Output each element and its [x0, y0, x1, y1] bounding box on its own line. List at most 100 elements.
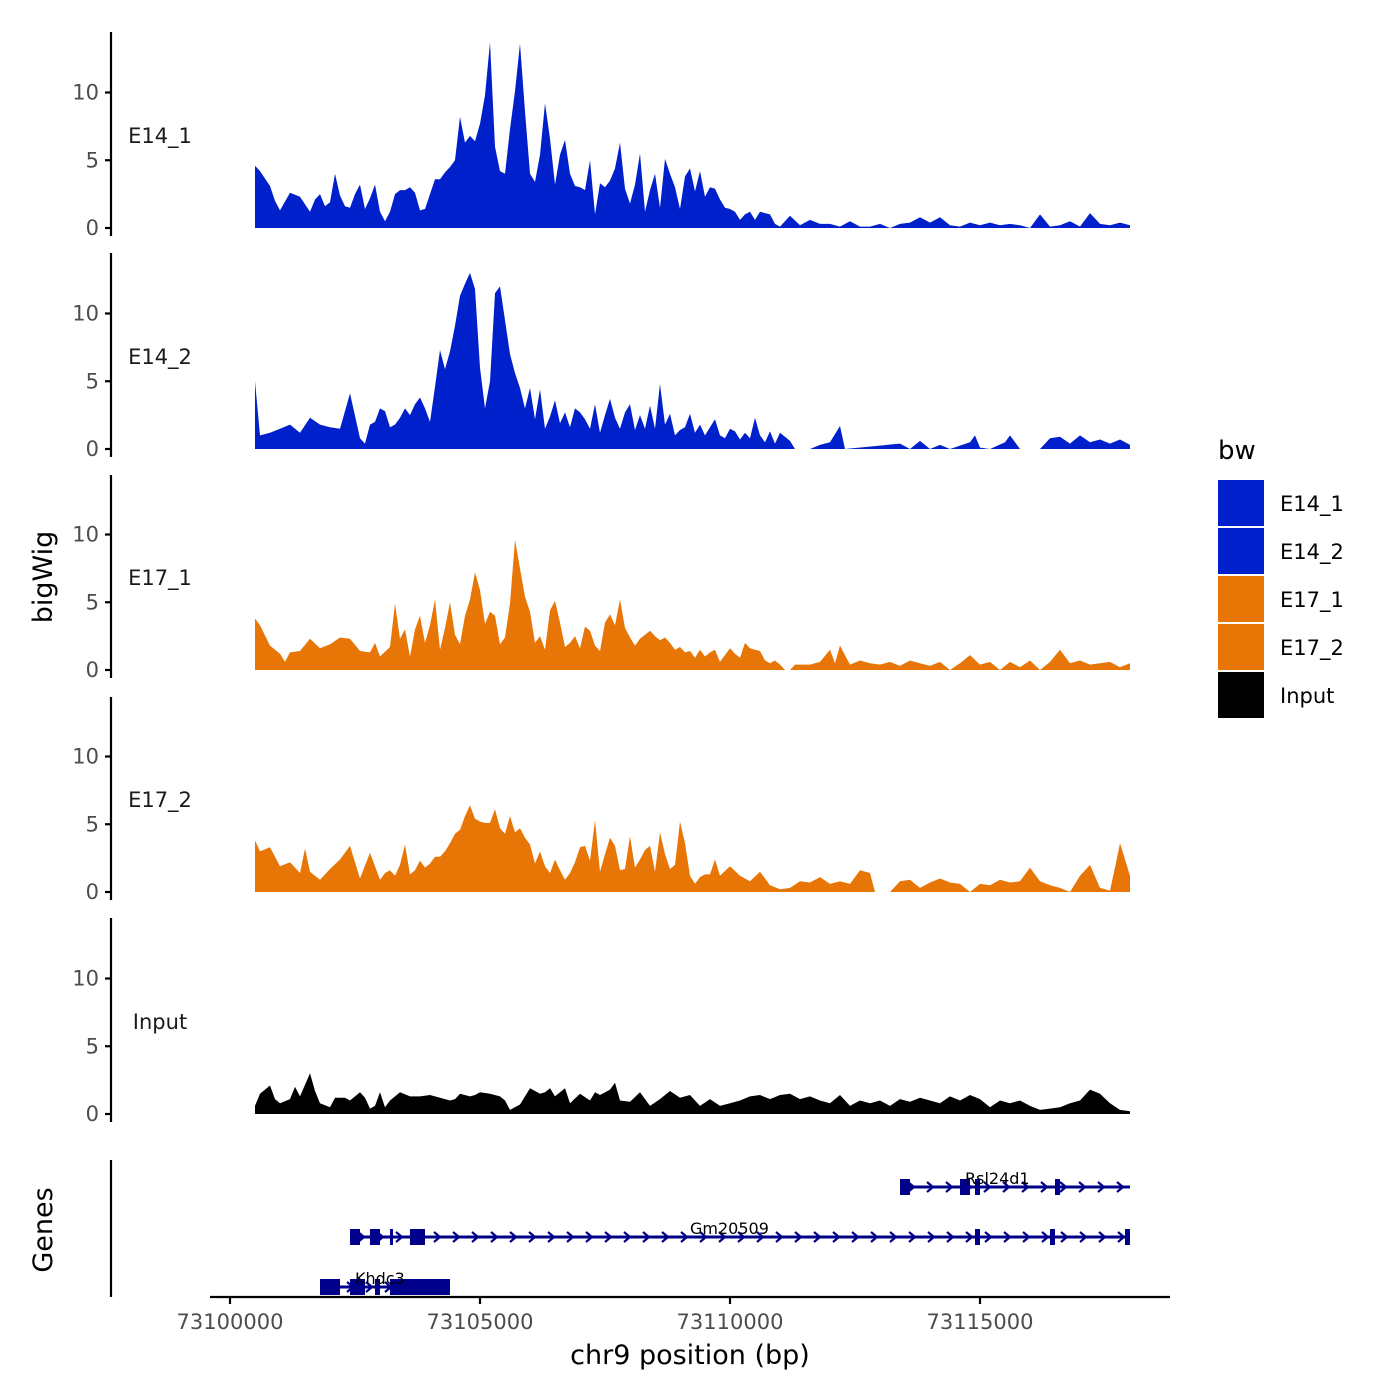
y-tick-label: 5 [86, 812, 99, 836]
strand-chevron [718, 1231, 727, 1243]
exon [390, 1279, 450, 1295]
legend-label: E17_1 [1280, 588, 1344, 613]
y-tick-label: 10 [72, 967, 99, 991]
gene-label: Rsl24d1 [965, 1169, 1030, 1188]
strand-chevron [813, 1231, 822, 1243]
legend-swatch [1218, 672, 1264, 718]
exon [375, 1279, 380, 1295]
strand-chevron [1022, 1231, 1031, 1243]
track-E17_2: 0 5 10 E17_2 [72, 697, 1130, 904]
strand-chevron [623, 1231, 632, 1243]
track-label-E14_2: E14_2 [128, 345, 192, 370]
exon [900, 1179, 910, 1195]
y-tick-label: 10 [72, 523, 99, 547]
track-label-E17_2: E17_2 [128, 788, 192, 813]
legend-item-Input: Input [1218, 672, 1334, 718]
y-tick-label: 0 [86, 216, 99, 240]
y-tick-label: 0 [86, 658, 99, 682]
y-tick-label: 5 [86, 590, 99, 614]
x-tick-label: 73100000 [177, 1310, 284, 1334]
legend-entries: E14_1 E14_2 E17_1 E17_2 Input [1218, 480, 1344, 718]
strand-chevron [452, 1231, 461, 1243]
strand-chevron [566, 1231, 575, 1243]
legend-item-E14_2: E14_2 [1218, 528, 1344, 574]
y-tick-label: 5 [86, 1034, 99, 1058]
track-E17_1: 0 5 10 E17_1 [72, 475, 1130, 682]
strand-chevron [471, 1231, 480, 1243]
strand-chevron [642, 1231, 651, 1243]
exon [320, 1279, 340, 1295]
track-E14_2: 0 5 10 E14_2 [72, 253, 1130, 461]
strand-chevron [365, 1281, 374, 1293]
y-tick-label: 10 [72, 745, 99, 769]
exon [1050, 1229, 1055, 1245]
exon [975, 1179, 980, 1195]
strand-chevron [965, 1231, 974, 1243]
strand-chevron [547, 1231, 556, 1243]
strand-chevron [1059, 1181, 1068, 1193]
exon [975, 1229, 980, 1245]
y-tick-label: 0 [86, 437, 99, 461]
exon [350, 1229, 360, 1245]
strand-chevron [1078, 1181, 1087, 1193]
strand-chevron [851, 1231, 860, 1243]
strand-chevron [737, 1231, 746, 1243]
x-axis-title: chr9 position (bp) [570, 1340, 810, 1371]
legend-swatch [1218, 624, 1264, 670]
y-tick-label: 5 [86, 369, 99, 393]
track-E14_1: 0 5 10 E14_1 [72, 32, 1130, 240]
legend-title: bw [1218, 436, 1256, 466]
strand-chevron [1003, 1231, 1012, 1243]
x-axis: 73100000 73105000 73110000 73115000 [177, 1295, 1170, 1334]
strand-chevron [927, 1231, 936, 1243]
strand-chevron [1060, 1231, 1069, 1243]
strand-chevron [490, 1231, 499, 1243]
exon [350, 1279, 365, 1295]
legend-label: Input [1280, 684, 1334, 708]
strand-chevron [984, 1231, 993, 1243]
strand-chevron [983, 1181, 992, 1193]
exon [410, 1229, 425, 1245]
strand-chevron [756, 1231, 765, 1243]
y-tick-label: 0 [86, 1102, 99, 1126]
area-E17_2 [255, 805, 1130, 892]
strand-chevron [926, 1181, 935, 1193]
legend-label: E17_2 [1280, 636, 1344, 661]
strand-chevron [585, 1231, 594, 1243]
strand-chevron [1002, 1181, 1011, 1193]
y-tick-label: 5 [86, 148, 99, 172]
gene-label: Gm20509 [690, 1219, 769, 1238]
gene-Khdc3: Khdc3 [320, 1269, 450, 1295]
strand-chevron [1097, 1181, 1106, 1193]
strand-chevron [661, 1231, 670, 1243]
legend-swatch [1218, 528, 1264, 574]
y-tick-label: 10 [72, 302, 99, 326]
exon [390, 1229, 393, 1245]
gene-Gm20509: Gm20509 [350, 1219, 1130, 1245]
strand-chevron [680, 1231, 689, 1243]
tracks-layer: 0 5 10 E14_1 0 5 10 E14_2 0 5 10 E17_1 0 5 10 E17_2 0 5 10… [72, 32, 1130, 1126]
strand-chevron [832, 1231, 841, 1243]
area-E14_1 [255, 42, 1130, 229]
strand-chevron [395, 1231, 404, 1243]
genes-axis-title: Genes [28, 1187, 59, 1272]
track-label-E14_1: E14_1 [128, 124, 192, 149]
strand-chevron [870, 1231, 879, 1243]
area-E14_2 [255, 272, 1130, 449]
exon [960, 1179, 970, 1195]
strand-chevron [1041, 1231, 1050, 1243]
legend-label: E14_1 [1280, 492, 1344, 517]
legend: bw E14_1 E14_2 E17_1 E17_2 Input [1218, 436, 1344, 718]
strand-chevron [509, 1231, 518, 1243]
exon [1125, 1229, 1130, 1245]
strand-chevron [1117, 1231, 1126, 1243]
legend-item-E17_1: E17_1 [1218, 576, 1344, 622]
x-tick-label: 73105000 [427, 1310, 534, 1334]
genes-layer: Rsl24d1 Gm20509 Khdc3 [109, 1160, 1130, 1297]
legend-item-E17_2: E17_2 [1218, 624, 1344, 670]
y-axis-title: bigWig [28, 531, 59, 624]
strand-chevron [528, 1231, 537, 1243]
strand-chevron [889, 1231, 898, 1243]
